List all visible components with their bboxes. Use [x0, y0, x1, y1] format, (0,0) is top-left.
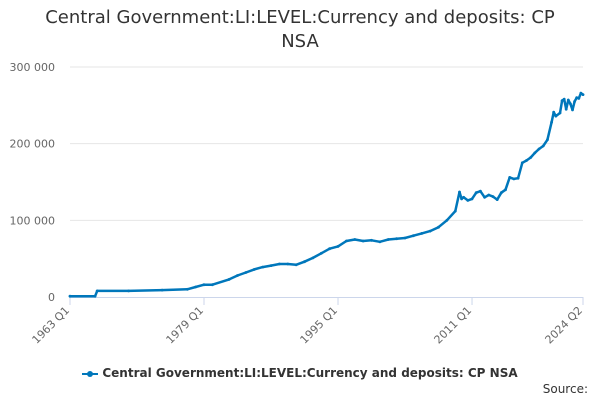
- source-label: Source:: [542, 382, 588, 396]
- data-point[interactable]: [244, 271, 248, 274]
- data-point[interactable]: [520, 161, 524, 165]
- data-point[interactable]: [319, 251, 323, 255]
- data-point[interactable]: [499, 191, 503, 195]
- data-point[interactable]: [278, 262, 281, 266]
- data-point[interactable]: [571, 108, 574, 112]
- data-point[interactable]: [345, 239, 348, 243]
- data-point[interactable]: [261, 265, 264, 269]
- data-point[interactable]: [194, 285, 198, 289]
- data-point[interactable]: [378, 240, 382, 244]
- data-point[interactable]: [577, 97, 581, 100]
- data-point[interactable]: [458, 190, 461, 194]
- data-point[interactable]: [487, 193, 491, 197]
- data-point[interactable]: [483, 195, 486, 199]
- x-tick-label: 1979 Q1: [164, 304, 207, 347]
- x-tick-label: 1963 Q1: [30, 304, 73, 347]
- data-point[interactable]: [533, 151, 537, 155]
- data-point[interactable]: [550, 120, 553, 124]
- y-tick-label: 100 000: [10, 214, 56, 227]
- data-point[interactable]: [558, 111, 562, 115]
- data-point[interactable]: [573, 100, 576, 103]
- data-point[interactable]: [437, 225, 440, 229]
- data-point[interactable]: [566, 98, 570, 102]
- data-point[interactable]: [185, 287, 189, 291]
- data-point[interactable]: [95, 289, 99, 293]
- data-point[interactable]: [68, 294, 72, 298]
- data-point[interactable]: [202, 283, 206, 287]
- data-point[interactable]: [211, 283, 214, 287]
- data-point[interactable]: [353, 238, 357, 241]
- data-point[interactable]: [560, 99, 564, 103]
- data-point[interactable]: [474, 191, 478, 195]
- data-point[interactable]: [252, 268, 256, 271]
- data-point[interactable]: [564, 107, 568, 111]
- data-point[interactable]: [504, 188, 507, 192]
- data-point[interactable]: [460, 197, 463, 201]
- data-point[interactable]: [529, 156, 533, 159]
- data-point[interactable]: [466, 199, 470, 202]
- data-point[interactable]: [412, 234, 415, 238]
- data-point[interactable]: [470, 197, 474, 201]
- data-point[interactable]: [386, 238, 390, 241]
- data-point[interactable]: [479, 189, 482, 193]
- y-tick-label: 0: [48, 291, 55, 304]
- data-point[interactable]: [269, 264, 273, 267]
- legend[interactable]: Central Government:LI:LEVEL:Currency and…: [0, 366, 600, 380]
- legend-label: Central Government:LI:LEVEL:Currency and…: [102, 366, 518, 380]
- data-point[interactable]: [575, 96, 579, 100]
- data-point[interactable]: [581, 93, 585, 96]
- data-point[interactable]: [236, 274, 239, 277]
- y-tick-label: 200 000: [10, 138, 56, 151]
- data-point[interactable]: [303, 260, 306, 264]
- data-point[interactable]: [516, 176, 520, 180]
- data-point[interactable]: [525, 159, 528, 162]
- data-point[interactable]: [495, 198, 499, 202]
- data-point[interactable]: [554, 114, 558, 118]
- data-point[interactable]: [453, 209, 457, 213]
- data-point[interactable]: [541, 144, 545, 148]
- data-point[interactable]: [160, 288, 164, 292]
- y-tick-label: 300 000: [10, 61, 56, 74]
- data-point[interactable]: [395, 237, 398, 241]
- data-point[interactable]: [491, 195, 495, 199]
- data-point[interactable]: [546, 138, 549, 142]
- data-point[interactable]: [445, 218, 449, 222]
- chart-title-line-2: NSA: [281, 31, 319, 52]
- x-tick-label: 1995 Q1: [298, 304, 341, 347]
- data-point[interactable]: [552, 110, 556, 114]
- data-point[interactable]: [428, 229, 432, 233]
- data-point[interactable]: [286, 262, 290, 266]
- x-axis: 1963 Q1 1979 Q1 1995 Q1 2011 Q1 2024 Q2: [30, 297, 586, 347]
- data-point[interactable]: [569, 102, 572, 106]
- data-point[interactable]: [462, 195, 465, 199]
- series-line[interactable]: [68, 91, 585, 298]
- x-tick-label: 2011 Q1: [432, 304, 475, 347]
- chart-title-line-1: Central Government:LI:LEVEL:Currency and…: [45, 7, 555, 28]
- data-point[interactable]: [403, 236, 407, 240]
- data-point[interactable]: [336, 245, 340, 248]
- data-point[interactable]: [512, 177, 516, 181]
- data-point[interactable]: [370, 238, 373, 242]
- x-tick-label: 2024 Q2: [543, 304, 586, 347]
- y-axis: 0 100 000 200 000 300 000: [10, 61, 56, 304]
- legend-line-marker-icon: [82, 368, 99, 380]
- data-point[interactable]: [579, 91, 583, 95]
- data-point[interactable]: [93, 294, 97, 298]
- chart-title: Central Government:LI:LEVEL:Currency and…: [0, 6, 600, 54]
- data-point[interactable]: [294, 263, 298, 267]
- gridlines: [70, 66, 583, 221]
- data-point[interactable]: [361, 239, 365, 243]
- data-point[interactable]: [508, 176, 512, 179]
- data-point[interactable]: [227, 278, 231, 281]
- data-point[interactable]: [537, 147, 541, 151]
- data-point[interactable]: [562, 97, 566, 101]
- series-group: [68, 91, 585, 298]
- data-point[interactable]: [420, 232, 424, 235]
- data-point[interactable]: [328, 247, 331, 251]
- data-point[interactable]: [127, 289, 130, 293]
- data-point[interactable]: [311, 256, 315, 260]
